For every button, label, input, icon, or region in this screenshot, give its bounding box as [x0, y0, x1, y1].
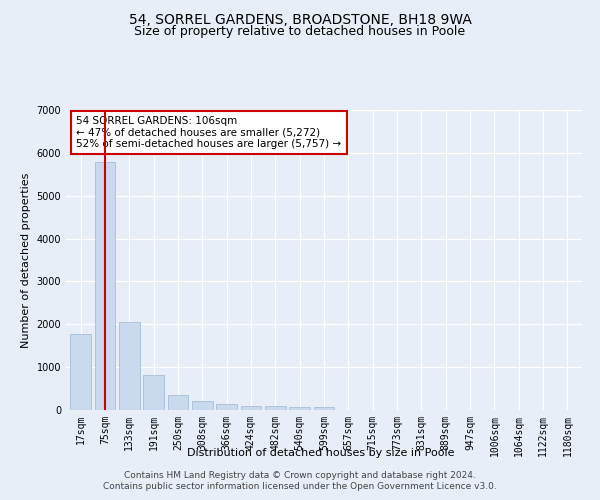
Bar	[70, 334, 91, 410]
Text: Contains public sector information licensed under the Open Government Licence v3: Contains public sector information licen…	[103, 482, 497, 491]
Text: 54, SORREL GARDENS, BROADSTONE, BH18 9WA: 54, SORREL GARDENS, BROADSTONE, BH18 9WA	[128, 12, 472, 26]
Bar	[314, 408, 334, 410]
Bar	[192, 401, 212, 410]
Text: 54 SORREL GARDENS: 106sqm
← 47% of detached houses are smaller (5,272)
52% of se: 54 SORREL GARDENS: 106sqm ← 47% of detac…	[76, 116, 341, 149]
Text: Size of property relative to detached houses in Poole: Size of property relative to detached ho…	[134, 25, 466, 38]
Bar	[265, 406, 286, 410]
Bar	[95, 162, 115, 410]
Bar	[289, 406, 310, 410]
Bar	[143, 375, 164, 410]
Bar	[167, 394, 188, 410]
Bar	[216, 404, 237, 410]
Y-axis label: Number of detached properties: Number of detached properties	[21, 172, 31, 348]
Bar	[241, 406, 262, 410]
Text: Distribution of detached houses by size in Poole: Distribution of detached houses by size …	[187, 448, 455, 458]
Bar	[119, 322, 140, 410]
Text: Contains HM Land Registry data © Crown copyright and database right 2024.: Contains HM Land Registry data © Crown c…	[124, 471, 476, 480]
